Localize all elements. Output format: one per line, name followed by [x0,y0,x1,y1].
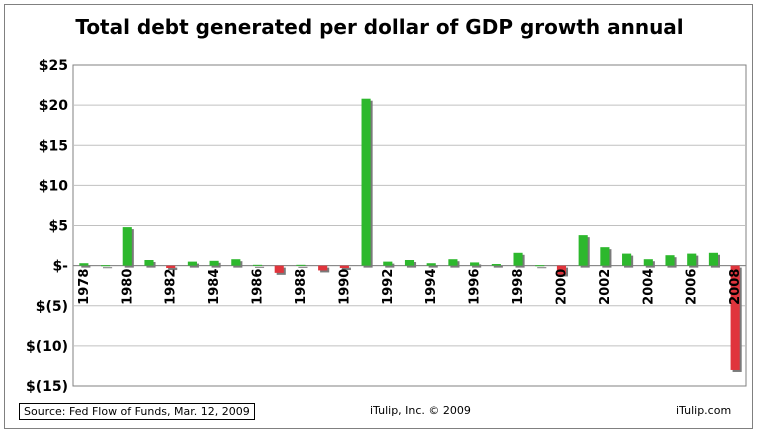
x-tick-label: 1982 [164,269,179,305]
bar-1978 [79,263,89,266]
x-tick-label: 2004 [641,269,656,305]
x-tick-label: 2002 [598,269,613,305]
x-tick-label: 2006 [685,269,700,305]
bar-2006 [687,253,697,266]
bar-2002 [600,247,610,266]
y-tick-label: $15 [39,138,68,154]
bar-1982 [166,265,176,269]
x-tick-label: 1978 [77,269,92,305]
chart-title: Total debt generated per dollar of GDP g… [75,15,684,39]
bar-1999 [535,265,545,267]
y-tick-label: $(10) [26,339,68,355]
bar-shadow [472,264,482,268]
bar-1988 [296,264,306,266]
bar-1985 [231,259,241,266]
bar-1980 [122,227,132,266]
bar-1993 [404,260,415,266]
x-tick-label: 1992 [381,269,396,305]
bar-2005 [665,255,675,266]
site-note: iTulip.com [676,404,732,417]
x-tick-label: 1980 [120,269,135,305]
bar-2003 [622,253,632,266]
x-tick-label: 2000 [554,269,569,305]
bar-1995 [448,259,458,266]
x-tick-label: 1996 [468,269,483,305]
y-tick-label: $(15) [26,379,68,395]
bar-shadow [103,267,113,269]
source-note: Source: Fed Flow of Funds, Mar. 12, 2009 [19,403,255,420]
bar-shadow [537,267,547,269]
bar-shadow [81,265,91,268]
bar-2000 [556,265,567,275]
y-tick-label: $25 [39,58,68,74]
bar-shadow [493,266,503,268]
bar-1991 [361,98,371,266]
bar-1989 [318,265,328,271]
x-tick-label: 2008 [728,269,743,305]
x-tick-label: 1988 [294,269,309,305]
bar-2001 [578,235,588,266]
copyright-note: iTulip, Inc. © 2009 [370,404,471,417]
y-tick-label: $5 [49,219,68,235]
bar-1997 [491,264,501,266]
bar-1990 [339,265,349,269]
bar-shadow [298,266,308,268]
bar-shadow [341,267,351,271]
bar-1987 [274,265,284,273]
y-tick-label: $10 [39,178,68,194]
bar-2004 [643,259,653,266]
bar-1986 [252,264,263,266]
x-tick-label: 1986 [251,269,266,305]
bar-shadow [254,266,265,268]
x-tick-label: 1998 [511,269,526,305]
bar-shadow [168,267,178,271]
bar-1981 [144,260,154,266]
y-tick-label: $20 [39,98,68,114]
bar-1998 [513,252,523,266]
y-tick-label: $(5) [36,299,68,315]
bar-2008 [730,265,740,370]
bar-1984 [209,260,219,266]
bar-1979 [101,265,111,267]
x-tick-label: 1994 [424,269,439,305]
bar-1992 [383,261,393,266]
bar-1983 [187,261,197,266]
x-tick-label: 1990 [337,269,352,305]
y-tick-label: $- [52,259,68,275]
bar-1996 [470,262,480,266]
bar-2007 [708,252,718,266]
bar-shadow [428,265,438,268]
x-tick-label: 1984 [207,269,222,305]
bar-1994 [426,263,436,266]
